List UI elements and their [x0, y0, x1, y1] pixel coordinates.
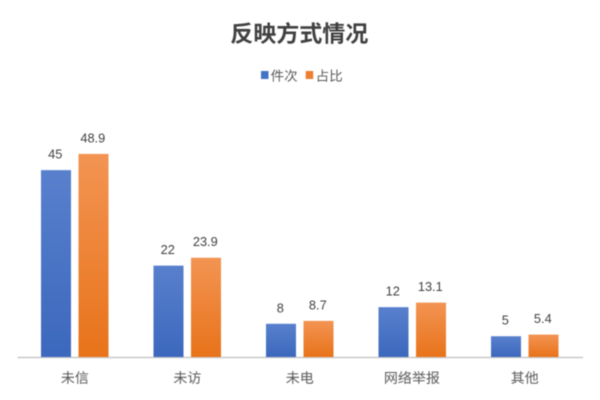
svg-text:8: 8 [277, 300, 284, 315]
svg-text:5.4: 5.4 [534, 311, 552, 326]
svg-text:5: 5 [502, 313, 509, 328]
svg-text:23.9: 23.9 [193, 234, 218, 249]
svg-text:48.9: 48.9 [80, 130, 105, 145]
svg-text:45: 45 [48, 147, 62, 162]
svg-text:8.7: 8.7 [309, 297, 327, 312]
svg-text:12: 12 [386, 284, 400, 299]
svg-text:22: 22 [161, 242, 175, 257]
svg-text:13.1: 13.1 [418, 279, 443, 294]
